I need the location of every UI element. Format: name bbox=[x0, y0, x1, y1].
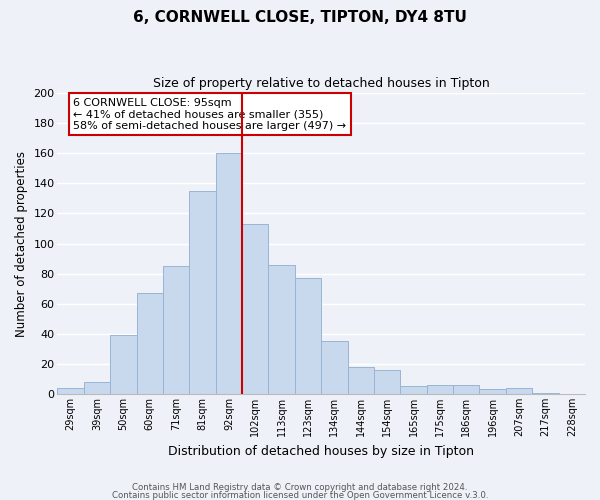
Bar bbox=[347, 367, 374, 394]
Title: Size of property relative to detached houses in Tipton: Size of property relative to detached ho… bbox=[153, 78, 490, 90]
X-axis label: Distribution of detached houses by size in Tipton: Distribution of detached houses by size … bbox=[168, 444, 474, 458]
Bar bbox=[295, 278, 321, 394]
Bar bbox=[532, 392, 559, 394]
Bar bbox=[321, 342, 347, 394]
Y-axis label: Number of detached properties: Number of detached properties bbox=[15, 150, 28, 336]
Bar bbox=[400, 386, 427, 394]
Bar bbox=[479, 390, 506, 394]
Bar bbox=[163, 266, 190, 394]
Bar bbox=[137, 293, 163, 394]
Text: 6 CORNWELL CLOSE: 95sqm
← 41% of detached houses are smaller (355)
58% of semi-d: 6 CORNWELL CLOSE: 95sqm ← 41% of detache… bbox=[73, 98, 346, 131]
Bar bbox=[110, 336, 137, 394]
Text: Contains public sector information licensed under the Open Government Licence v.: Contains public sector information licen… bbox=[112, 490, 488, 500]
Text: Contains HM Land Registry data © Crown copyright and database right 2024.: Contains HM Land Registry data © Crown c… bbox=[132, 484, 468, 492]
Bar bbox=[506, 388, 532, 394]
Bar bbox=[216, 153, 242, 394]
Bar bbox=[453, 385, 479, 394]
Bar bbox=[374, 370, 400, 394]
Bar bbox=[427, 385, 453, 394]
Bar bbox=[268, 264, 295, 394]
Bar bbox=[58, 388, 84, 394]
Bar bbox=[242, 224, 268, 394]
Bar bbox=[190, 191, 216, 394]
Bar bbox=[84, 382, 110, 394]
Text: 6, CORNWELL CLOSE, TIPTON, DY4 8TU: 6, CORNWELL CLOSE, TIPTON, DY4 8TU bbox=[133, 10, 467, 25]
